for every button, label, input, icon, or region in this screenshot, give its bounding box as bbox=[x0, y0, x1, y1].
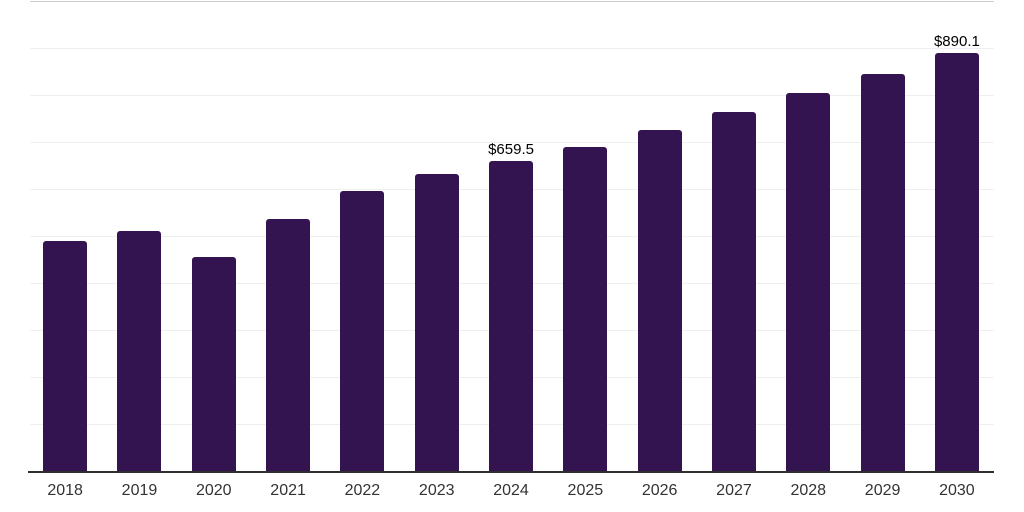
gridline bbox=[30, 1, 994, 2]
gridline bbox=[30, 95, 994, 96]
x-axis-labels: 2018 2019 2020 2021 2022 2023 2024 2025 2026 2027… bbox=[28, 481, 994, 500]
data-label: $890.1 bbox=[933, 32, 980, 50]
bar-slot bbox=[697, 1, 771, 471]
gridline bbox=[30, 142, 994, 143]
x-tick-label: 2019 bbox=[121, 482, 158, 499]
x-tick-label: 2028 bbox=[790, 482, 827, 499]
bar-slot bbox=[400, 1, 474, 471]
bar-2018[interactable] bbox=[43, 241, 88, 471]
bar-slot bbox=[251, 1, 325, 471]
data-label: $659.5 bbox=[488, 141, 534, 159]
x-tick-label: 2021 bbox=[270, 482, 306, 499]
x-tick-label: 2029 bbox=[864, 482, 901, 499]
bar-2019[interactable] bbox=[117, 230, 162, 471]
bar-slot: $659.5 bbox=[474, 1, 548, 471]
x-tick-label: 2020 bbox=[195, 482, 232, 499]
bar-slot bbox=[102, 1, 176, 471]
bar-2024[interactable] bbox=[489, 161, 534, 471]
bar-2023[interactable] bbox=[414, 173, 459, 471]
x-tick-label: 2018 bbox=[47, 482, 83, 499]
x-tick-label: 2023 bbox=[418, 482, 455, 499]
bar-slot bbox=[177, 1, 251, 471]
bar-slot: $890.1 bbox=[920, 1, 994, 471]
bar-slot bbox=[771, 1, 845, 471]
x-tick-label: 2024 bbox=[493, 482, 529, 499]
bar-slot bbox=[845, 1, 919, 471]
bar-2030[interactable] bbox=[934, 52, 979, 471]
x-tick-label: 2025 bbox=[567, 482, 604, 499]
bar-2022[interactable] bbox=[340, 190, 385, 471]
bars-row: $659.5 $890.1 bbox=[28, 1, 994, 471]
bar-slot bbox=[623, 1, 697, 471]
bar-2029[interactable] bbox=[860, 73, 905, 471]
x-tick-label: 2026 bbox=[641, 482, 678, 499]
x-tick-label: 2022 bbox=[344, 482, 381, 499]
bar-slot bbox=[325, 1, 399, 471]
bar-2025[interactable] bbox=[563, 146, 608, 471]
bar-slot bbox=[548, 1, 622, 471]
bar-slot bbox=[28, 1, 102, 471]
bar-2026[interactable] bbox=[637, 129, 682, 471]
x-tick-label: 2030 bbox=[939, 482, 975, 499]
bar-2021[interactable] bbox=[266, 219, 311, 471]
bar-2027[interactable] bbox=[711, 111, 756, 471]
plot-area: $659.5 $890.1 bbox=[28, 1, 994, 473]
x-tick-label: 2027 bbox=[716, 482, 752, 499]
gridline bbox=[30, 48, 994, 49]
bar-2020[interactable] bbox=[191, 257, 236, 471]
bar-2028[interactable] bbox=[786, 93, 831, 471]
